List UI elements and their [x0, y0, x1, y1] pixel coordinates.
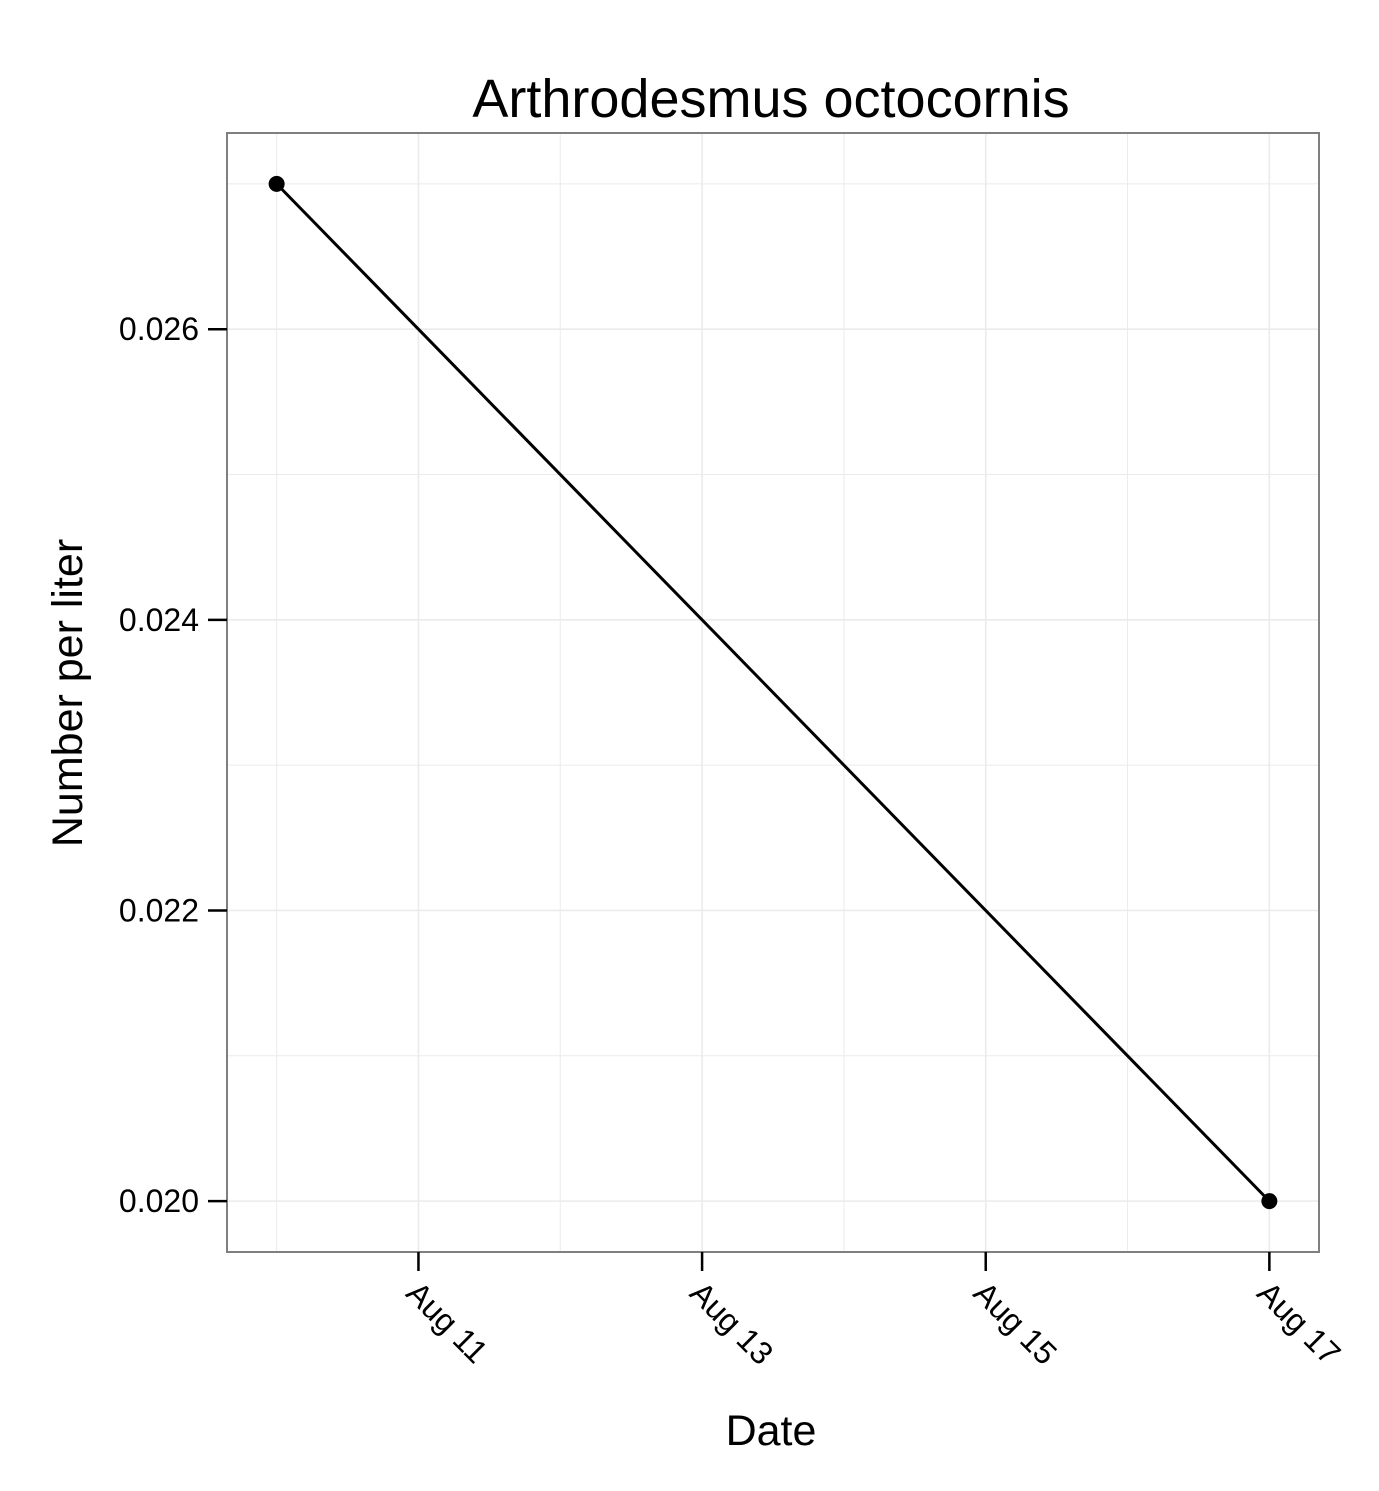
x-axis-title: Date — [726, 1407, 817, 1455]
series-line — [275, 182, 1271, 1203]
minor-gridlines — [227, 133, 1319, 1252]
y-tick-label: 0.026 — [119, 311, 199, 347]
y-tick-label: 0.022 — [119, 892, 199, 928]
data-series — [268, 175, 1278, 1210]
y-tick-label: 0.020 — [119, 1183, 199, 1219]
chart-title: Arthrodesmus octocornis — [472, 69, 1069, 129]
y-tick-label: 0.024 — [119, 602, 199, 638]
data-point — [268, 175, 285, 192]
data-point — [1261, 1193, 1278, 1210]
major-gridlines — [227, 133, 1319, 1252]
y-axis: 0.020 0.022 0.024 0.026 — [119, 311, 227, 1219]
plot-panel-border — [226, 132, 1320, 1253]
y-axis-title: Number per liter — [44, 539, 92, 847]
